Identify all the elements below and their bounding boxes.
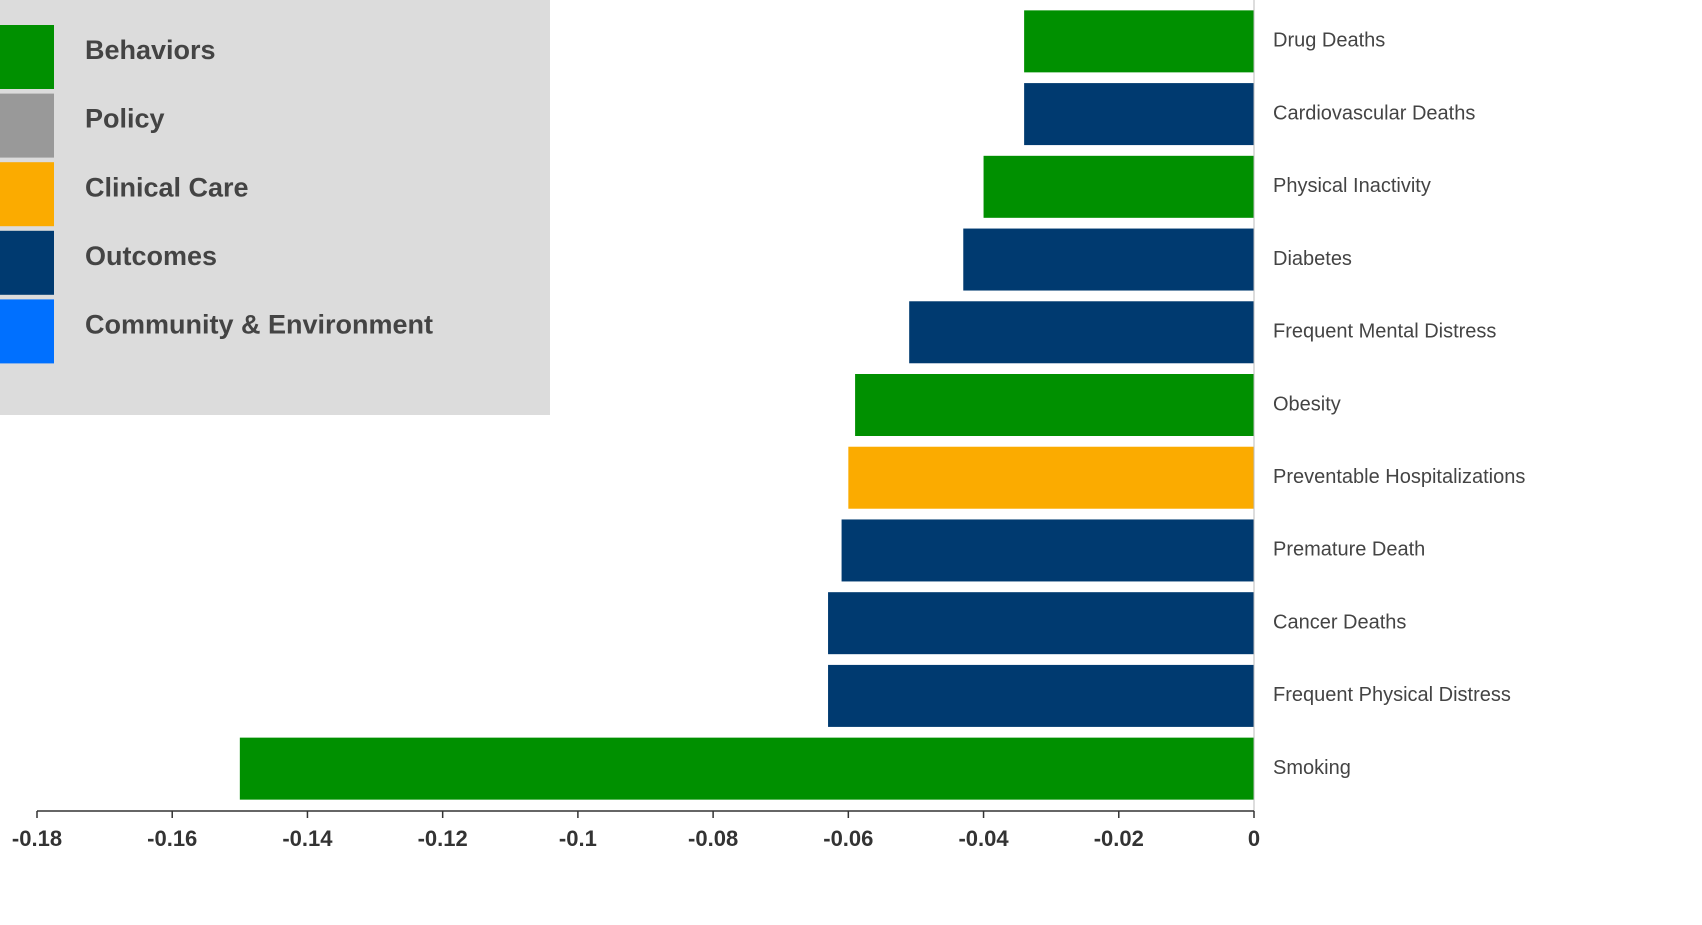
category-label: Frequent Physical Distress	[1273, 684, 1511, 706]
bar	[828, 664, 1254, 727]
bar	[848, 446, 1254, 509]
bar	[963, 228, 1254, 291]
legend-label: Outcomes	[85, 241, 217, 271]
category-label: Diabetes	[1273, 248, 1352, 270]
x-tick-label: -0.12	[418, 826, 468, 851]
category-label: Smoking	[1273, 757, 1351, 779]
bar	[909, 301, 1254, 364]
bar	[1024, 83, 1254, 146]
bar	[983, 155, 1254, 218]
x-tick-label: -0.16	[147, 826, 197, 851]
category-label: Obesity	[1273, 393, 1341, 415]
legend-box	[0, 0, 550, 415]
category-label: Premature Death	[1273, 539, 1425, 561]
category-label: Physical Inactivity	[1273, 175, 1431, 197]
legend-label: Behaviors	[85, 35, 216, 65]
x-tick-label: -0.06	[823, 826, 873, 851]
category-label: Preventable Hospitalizations	[1273, 466, 1525, 488]
x-tick-label: 0	[1248, 826, 1260, 851]
legend-label: Policy	[85, 104, 165, 134]
bar	[239, 737, 1255, 800]
category-label: Drug Deaths	[1273, 30, 1385, 52]
x-tick-label: -0.04	[958, 826, 1009, 851]
x-tick-label: -0.1	[559, 826, 597, 851]
bar	[841, 519, 1254, 582]
x-tick-label: -0.02	[1094, 826, 1144, 851]
bar	[1024, 10, 1254, 73]
legend-swatch	[0, 230, 54, 295]
bar	[855, 374, 1254, 436]
legend-swatch	[0, 25, 54, 89]
legend-swatch	[0, 299, 54, 364]
x-tick-label: -0.14	[282, 826, 333, 851]
category-label: Cardiovascular Deaths	[1273, 102, 1475, 124]
legend-swatch	[0, 93, 54, 158]
x-tick-label: -0.18	[12, 826, 62, 851]
legend-label: Community & Environment	[85, 310, 433, 340]
category-label: Frequent Mental Distress	[1273, 321, 1496, 343]
bar	[828, 592, 1254, 655]
legend-label: Clinical Care	[85, 172, 249, 202]
category-label: Cancer Deaths	[1273, 611, 1406, 633]
x-tick-label: -0.08	[688, 826, 738, 851]
legend-swatch	[0, 162, 54, 227]
